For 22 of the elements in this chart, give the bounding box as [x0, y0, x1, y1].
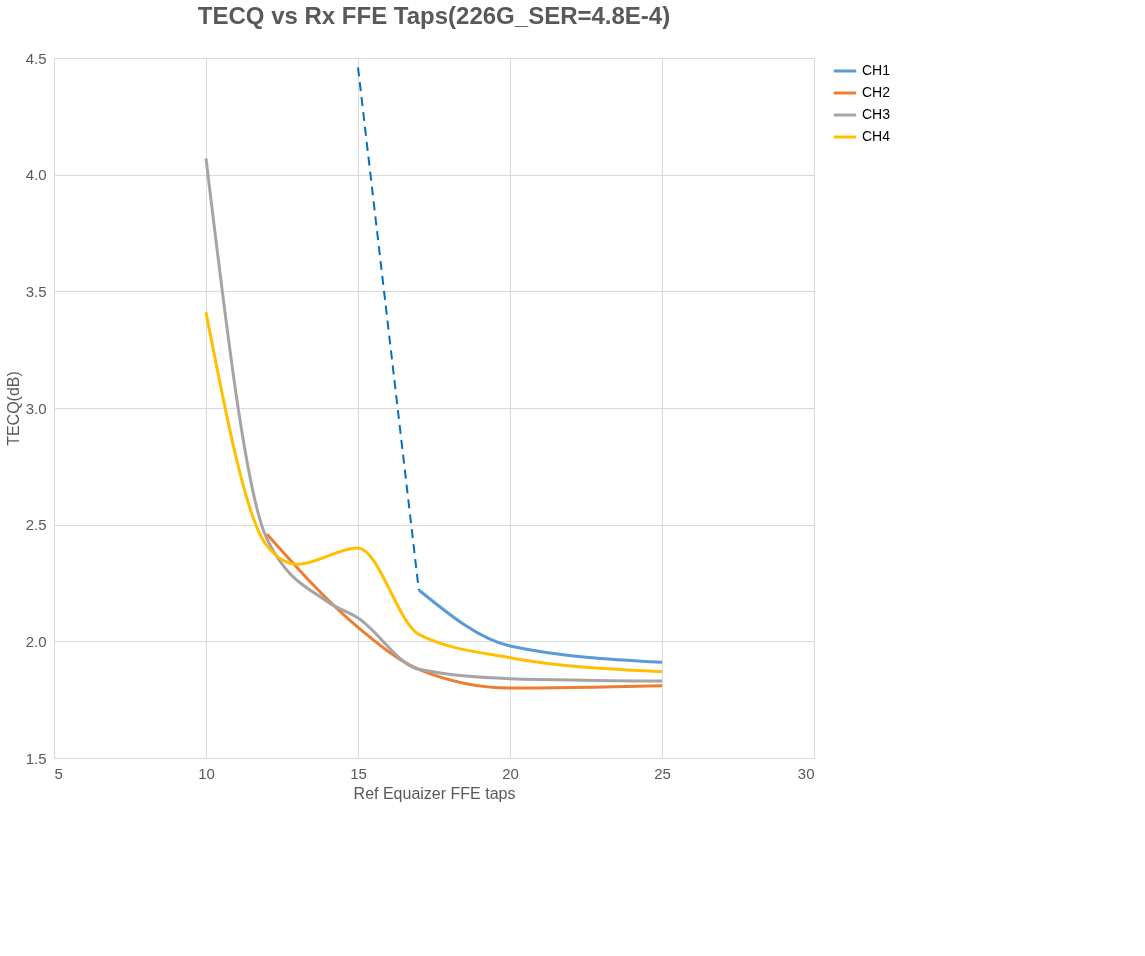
- legend-label: CH4: [862, 128, 891, 144]
- x-axis-title: Ref Equaizer FFE taps: [353, 784, 516, 802]
- x-tick-label: 5: [54, 764, 63, 782]
- line-series: [204, 310, 664, 674]
- x-tick-label: 10: [198, 764, 215, 782]
- y-axis-title: TECQ(dB): [4, 371, 22, 446]
- x-tick-label: 15: [350, 764, 367, 782]
- y-tick-label: 4.5: [25, 49, 47, 67]
- x-tick-label: 25: [654, 764, 671, 782]
- y-tick-label: 4.0: [25, 166, 47, 184]
- y-tick-label: 1.5: [25, 749, 47, 767]
- legend-label: CH3: [862, 106, 891, 122]
- line-series: [204, 156, 664, 683]
- legend-label: CH1: [862, 62, 891, 78]
- legend-label: CH2: [862, 84, 891, 100]
- y-tick-label: 2.0: [25, 632, 47, 650]
- x-tick-label: 20: [502, 764, 519, 782]
- x-tick-label: 30: [797, 764, 815, 782]
- y-tick-label: 3.0: [25, 399, 47, 417]
- chart-title: TECQ vs Rx FFE Taps(226G_SER=4.8E-4): [197, 2, 671, 29]
- y-tick-label: 2.5: [25, 516, 47, 534]
- y-tick-label: 3.5: [25, 282, 47, 300]
